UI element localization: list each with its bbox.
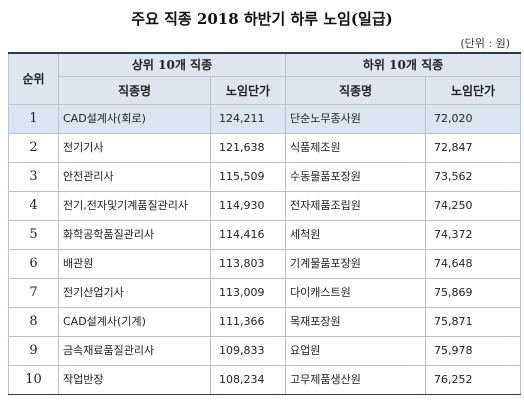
- table-row: 6 배관원 113,803 기계물품포장원 74,648: [8, 248, 522, 279]
- job-cell: CAD설계사(기계): [58, 306, 211, 337]
- wage-cell: 121,638: [209, 132, 287, 163]
- job-cell: 금속재료품질관리사: [58, 335, 211, 366]
- rank-cell: 4: [8, 190, 59, 221]
- job-cell: 기계물품포장원: [285, 248, 427, 279]
- rank-cell: 6: [8, 248, 59, 279]
- wage-cell: 115,509: [209, 161, 287, 192]
- rank-cell: 2: [8, 132, 59, 163]
- job-cell: 전기기사: [58, 132, 211, 163]
- column-header: 노임단가: [209, 75, 287, 105]
- job-cell: 단순노무종사원: [285, 103, 427, 134]
- wage-cell: 74,250: [425, 190, 522, 221]
- table-row: 5 화학공학품질관리사 114,416 세척원 74,372: [8, 219, 522, 250]
- wage-cell: 124,211: [209, 103, 287, 134]
- wage-cell: 72,847: [425, 132, 522, 163]
- wage-cell: 74,372: [425, 219, 522, 250]
- wage-cell: 74,648: [425, 248, 522, 279]
- job-cell: 다이캐스트원: [285, 277, 427, 308]
- column-header: 직종명: [285, 75, 427, 105]
- title: 주요 직종 2018 하반기 하루 노임(일급): [131, 10, 393, 28]
- table-row: 9 금속재료품질관리사 109,833 요업원 75,978: [8, 335, 522, 366]
- table-row: 7 전기산업기사 113,009 다이캐스트원 75,869: [8, 277, 522, 308]
- wage-cell: 113,803: [209, 248, 287, 279]
- job-cell: 작업반장: [58, 364, 211, 395]
- group-header: 하위 10개 직종: [285, 52, 522, 77]
- rank-cell: 5: [8, 219, 59, 250]
- wage-cell: 111,366: [209, 306, 287, 337]
- job-cell: 세척원: [285, 219, 427, 250]
- wage-cell: 76,252: [425, 364, 522, 395]
- rank-header: 순위: [8, 52, 59, 105]
- job-cell: 식품제조원: [285, 132, 427, 163]
- job-cell: 목재포장원: [285, 306, 427, 337]
- job-cell: 화학공학품질관리사: [58, 219, 211, 250]
- wage-cell: 114,930: [209, 190, 287, 221]
- rank-cell: 7: [8, 277, 59, 308]
- job-cell: CAD설계사(회로): [58, 103, 211, 134]
- rank-cell: 1: [8, 103, 59, 134]
- job-cell: 전기,전자및기계품질관리사: [58, 190, 211, 221]
- table-row: 4 전기,전자및기계품질관리사 114,930 전자제품조립원 74,250: [8, 190, 522, 221]
- wage-cell: 114,416: [209, 219, 287, 250]
- wage-cell: 73,562: [425, 161, 522, 192]
- job-cell: 안전관리사: [58, 161, 211, 192]
- column-header: 직종명: [58, 75, 211, 105]
- job-cell: 요업원: [285, 335, 427, 366]
- table-row: 1 CAD설계사(회로) 124,211 단순노무종사원 72,020: [8, 103, 522, 134]
- table-body: 1 CAD설계사(회로) 124,211 단순노무종사원 72,020 2 전기기사 121,…: [8, 103, 522, 395]
- job-cell: 전기산업기사: [58, 277, 211, 308]
- table-row: 3 안전관리사 115,509 수동물품포장원 73,562: [8, 161, 522, 192]
- job-cell: 고무제품생산원: [285, 364, 427, 395]
- wage-cell: 75,978: [425, 335, 522, 366]
- rank-cell: 8: [8, 306, 59, 337]
- rank-cell: 3: [8, 161, 59, 192]
- unit-note: (단위 : 원): [460, 37, 510, 50]
- wage-cell: 72,020: [425, 103, 522, 134]
- job-cell: 배관원: [58, 248, 211, 279]
- wage-table: 순위 상위 10개 직종 하위 10개 직종 직종명 노임단가 직종명 노임단가…: [8, 52, 522, 395]
- job-cell: 수동물품포장원: [285, 161, 427, 192]
- job-cell: 전자제품조립원: [285, 190, 427, 221]
- rank-cell: 9: [8, 335, 59, 366]
- table-row: 10 작업반장 108,234 고무제품생산원 76,252: [8, 364, 522, 395]
- wage-cell: 75,871: [425, 306, 522, 337]
- wage-cell: 113,009: [209, 277, 287, 308]
- table-row: 8 CAD설계사(기계) 111,366 목재포장원 75,871: [8, 306, 522, 337]
- group-header: 상위 10개 직종: [57, 52, 287, 77]
- wage-cell: 109,833: [209, 335, 287, 366]
- wage-cell: 108,234: [209, 364, 287, 395]
- rank-cell: 10: [8, 364, 59, 395]
- table-row: 2 전기기사 121,638 식품제조원 72,847: [8, 132, 522, 163]
- wage-cell: 75,869: [425, 277, 522, 308]
- column-header: 노임단가: [425, 75, 522, 105]
